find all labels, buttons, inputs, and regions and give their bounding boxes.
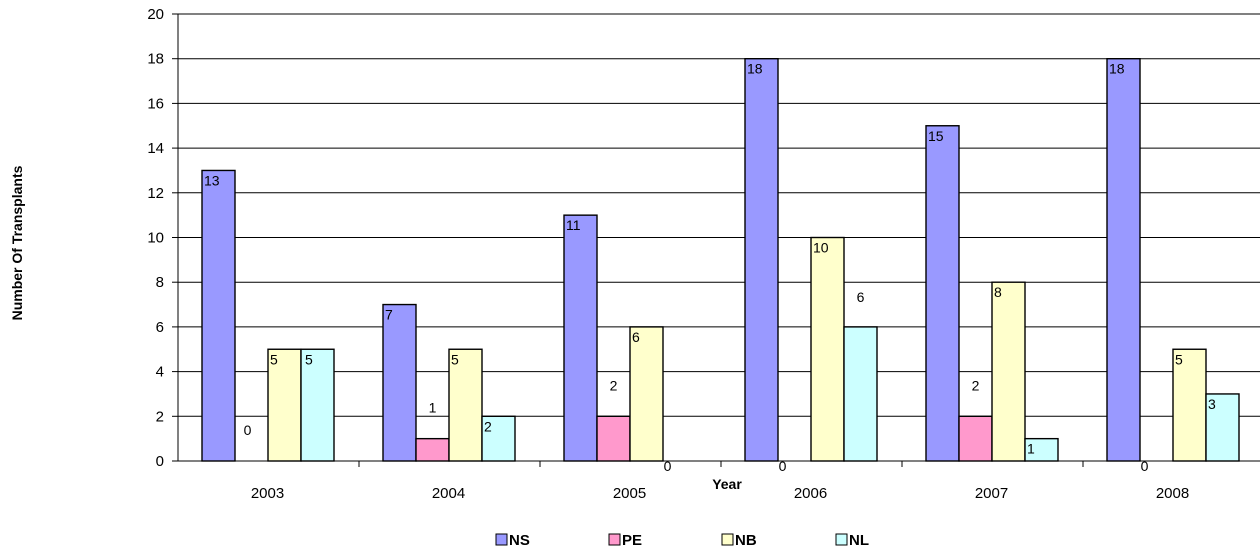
bar-ns-2004 — [382, 303, 417, 462]
x-tick-label: 2004 — [432, 485, 465, 502]
bar-nl-2004 — [481, 415, 516, 462]
x-tick-label: 2005 — [613, 485, 646, 502]
data-label-pe: 1 — [429, 400, 437, 416]
bar-pe-2004 — [415, 437, 450, 462]
bar-nb-2005 — [629, 326, 664, 462]
gridlines — [178, 13, 1260, 417]
data-label-ns: 18 — [747, 61, 763, 77]
bars — [201, 58, 1240, 462]
x-tick-label: 2006 — [794, 485, 827, 502]
data-label-nl: 6 — [857, 289, 865, 305]
y-tick-label: 10 — [147, 230, 164, 247]
y-tick-label: 0 — [156, 453, 164, 470]
bar-ns-2005 — [563, 214, 598, 462]
bar-nb-2007 — [991, 281, 1026, 462]
legend-label-ns: NS — [509, 532, 530, 549]
x-axis-title: Year — [712, 476, 742, 492]
legend-swatch-pe — [608, 533, 621, 546]
bar-ns-2007 — [925, 125, 960, 462]
y-tick-label: 2 — [156, 408, 164, 425]
bar-pe-2007 — [958, 415, 993, 462]
y-axis-title: Number Of Transplants — [9, 165, 25, 320]
data-label-nb: 5 — [451, 351, 459, 367]
x-tick-label: 2003 — [251, 485, 284, 502]
data-label-ns: 15 — [928, 128, 944, 144]
data-label-nb: 5 — [270, 351, 278, 367]
bar-ns-2003 — [201, 169, 236, 462]
data-label-nb: 8 — [994, 284, 1002, 300]
y-tick-label: 8 — [156, 274, 164, 291]
data-label-pe: 2 — [972, 377, 980, 393]
bar-nb-2008 — [1172, 348, 1207, 462]
y-tick-label: 20 — [147, 6, 164, 23]
data-label-nl: 0 — [664, 458, 672, 474]
y-tick-label: 18 — [147, 51, 164, 68]
legend-swatch-nl — [835, 533, 848, 546]
data-label-nb: 10 — [813, 240, 829, 256]
bar-pe-2005 — [596, 415, 631, 462]
data-label-pe: 0 — [244, 422, 252, 438]
data-label-nl: 3 — [1208, 396, 1216, 412]
y-tick-label: 6 — [156, 319, 164, 336]
legend-swatch-ns — [495, 533, 508, 546]
data-label-ns: 11 — [566, 217, 581, 233]
data-label-nl: 5 — [305, 351, 313, 367]
data-label-ns: 7 — [385, 307, 393, 323]
data-label-nl: 2 — [484, 418, 492, 434]
y-tick-label: 12 — [147, 185, 164, 202]
data-label-pe: 2 — [610, 377, 618, 393]
legend-swatch-nb — [721, 533, 734, 546]
legend: NS PE NB NL — [495, 532, 869, 549]
y-tick-label: 14 — [147, 140, 164, 157]
data-label-nb: 5 — [1175, 351, 1183, 367]
x-tick-label: 2008 — [1156, 485, 1189, 502]
bar-nl-2006 — [843, 326, 878, 462]
legend-label-pe: PE — [622, 532, 642, 549]
bar-nb-2006 — [810, 236, 845, 462]
y-tick-label: 16 — [147, 95, 164, 112]
x-tick-label: 2007 — [975, 485, 1008, 502]
legend-label-nb: NB — [735, 532, 757, 549]
data-label-ns: 18 — [1109, 61, 1125, 77]
data-label-nl: 1 — [1027, 441, 1035, 457]
bar-nl-2003 — [300, 348, 335, 462]
bar-ns-2006 — [744, 58, 779, 462]
y-tick-label: 4 — [156, 364, 164, 381]
bar-ns-2008 — [1106, 58, 1141, 462]
data-label-pe: 0 — [1141, 458, 1149, 474]
data-label-nb: 6 — [632, 329, 640, 345]
data-label-pe: 0 — [779, 458, 787, 474]
data-label-ns: 13 — [204, 172, 220, 188]
legend-label-nl: NL — [849, 532, 869, 549]
